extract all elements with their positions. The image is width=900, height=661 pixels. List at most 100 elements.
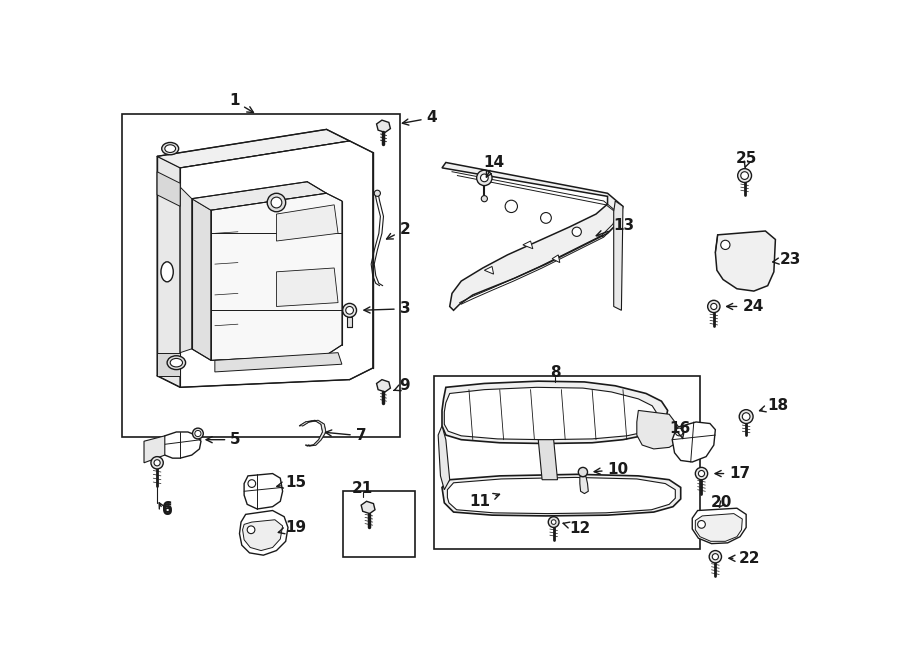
Text: 6: 6 xyxy=(162,503,173,518)
Polygon shape xyxy=(538,440,557,480)
Text: 3: 3 xyxy=(364,301,410,316)
Text: 13: 13 xyxy=(596,218,634,237)
Text: 14: 14 xyxy=(483,155,504,170)
Polygon shape xyxy=(614,201,623,310)
Polygon shape xyxy=(211,193,342,360)
Circle shape xyxy=(741,172,749,179)
Polygon shape xyxy=(192,199,211,360)
Circle shape xyxy=(675,428,683,436)
Polygon shape xyxy=(552,255,560,262)
Circle shape xyxy=(271,197,282,208)
Circle shape xyxy=(742,412,750,420)
Text: 11: 11 xyxy=(470,494,500,509)
Polygon shape xyxy=(243,520,283,551)
Circle shape xyxy=(505,200,518,213)
Circle shape xyxy=(346,307,354,314)
Polygon shape xyxy=(159,432,201,458)
Bar xyxy=(344,491,415,557)
Polygon shape xyxy=(158,172,180,206)
Circle shape xyxy=(721,240,730,249)
Polygon shape xyxy=(376,120,391,132)
Circle shape xyxy=(707,300,720,313)
Circle shape xyxy=(154,459,160,466)
Circle shape xyxy=(696,467,707,480)
Text: 1: 1 xyxy=(229,93,254,112)
Circle shape xyxy=(151,457,163,469)
Text: 20: 20 xyxy=(711,494,733,510)
Circle shape xyxy=(738,169,752,182)
Text: 23: 23 xyxy=(773,252,801,267)
Circle shape xyxy=(709,551,722,563)
Polygon shape xyxy=(276,268,338,307)
Polygon shape xyxy=(158,156,180,387)
Polygon shape xyxy=(361,501,375,514)
Text: 4: 4 xyxy=(402,110,437,126)
Text: 21: 21 xyxy=(352,481,374,496)
Polygon shape xyxy=(672,422,716,462)
Polygon shape xyxy=(523,241,533,249)
Text: 9: 9 xyxy=(394,378,410,393)
Polygon shape xyxy=(376,379,391,392)
Circle shape xyxy=(194,430,201,437)
Polygon shape xyxy=(438,426,450,490)
Circle shape xyxy=(248,480,256,487)
Polygon shape xyxy=(244,473,283,509)
Circle shape xyxy=(579,467,588,477)
Circle shape xyxy=(698,520,706,528)
Polygon shape xyxy=(239,510,288,555)
Circle shape xyxy=(711,303,717,309)
Circle shape xyxy=(712,554,718,560)
Polygon shape xyxy=(445,387,658,440)
Polygon shape xyxy=(580,477,589,494)
Bar xyxy=(435,375,700,549)
Polygon shape xyxy=(442,381,668,444)
Polygon shape xyxy=(442,163,623,310)
Text: 7: 7 xyxy=(326,428,366,444)
Circle shape xyxy=(552,520,556,524)
Polygon shape xyxy=(442,475,680,516)
Text: 6: 6 xyxy=(162,502,173,516)
Text: 12: 12 xyxy=(563,521,590,535)
Text: 16: 16 xyxy=(670,420,690,439)
Bar xyxy=(122,114,400,438)
Polygon shape xyxy=(300,420,326,446)
Polygon shape xyxy=(716,231,776,291)
Circle shape xyxy=(477,170,492,186)
Circle shape xyxy=(572,227,581,237)
Circle shape xyxy=(541,213,552,223)
Text: 10: 10 xyxy=(594,462,629,477)
Text: 5: 5 xyxy=(206,432,241,447)
Polygon shape xyxy=(276,205,338,241)
Text: 17: 17 xyxy=(716,466,751,481)
Ellipse shape xyxy=(162,143,179,155)
Polygon shape xyxy=(696,514,742,541)
Ellipse shape xyxy=(167,356,185,369)
Circle shape xyxy=(482,196,488,202)
Polygon shape xyxy=(347,317,352,327)
Polygon shape xyxy=(192,182,327,210)
Polygon shape xyxy=(484,266,493,274)
Polygon shape xyxy=(692,508,746,543)
Text: 22: 22 xyxy=(729,551,760,566)
Text: 19: 19 xyxy=(278,520,307,535)
Text: 2: 2 xyxy=(387,222,410,239)
Polygon shape xyxy=(158,130,349,168)
Circle shape xyxy=(698,471,705,477)
Polygon shape xyxy=(180,187,192,353)
Circle shape xyxy=(248,526,255,533)
Text: 18: 18 xyxy=(760,397,788,412)
Ellipse shape xyxy=(165,145,176,153)
Polygon shape xyxy=(637,410,680,449)
Ellipse shape xyxy=(170,358,183,367)
Circle shape xyxy=(481,174,488,182)
Text: 25: 25 xyxy=(735,151,757,166)
Polygon shape xyxy=(180,141,373,387)
Text: 24: 24 xyxy=(726,299,764,314)
Polygon shape xyxy=(447,477,675,514)
Circle shape xyxy=(739,410,753,424)
Polygon shape xyxy=(215,353,342,372)
Circle shape xyxy=(374,190,381,196)
Polygon shape xyxy=(158,353,180,375)
Circle shape xyxy=(267,193,285,212)
Circle shape xyxy=(193,428,203,439)
